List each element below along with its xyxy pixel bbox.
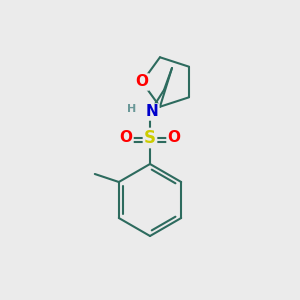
Text: O: O [119, 130, 133, 146]
Text: O: O [136, 74, 148, 89]
Text: N: N [146, 104, 158, 119]
Text: S: S [144, 129, 156, 147]
Text: O: O [167, 130, 181, 146]
Text: H: H [128, 104, 136, 114]
